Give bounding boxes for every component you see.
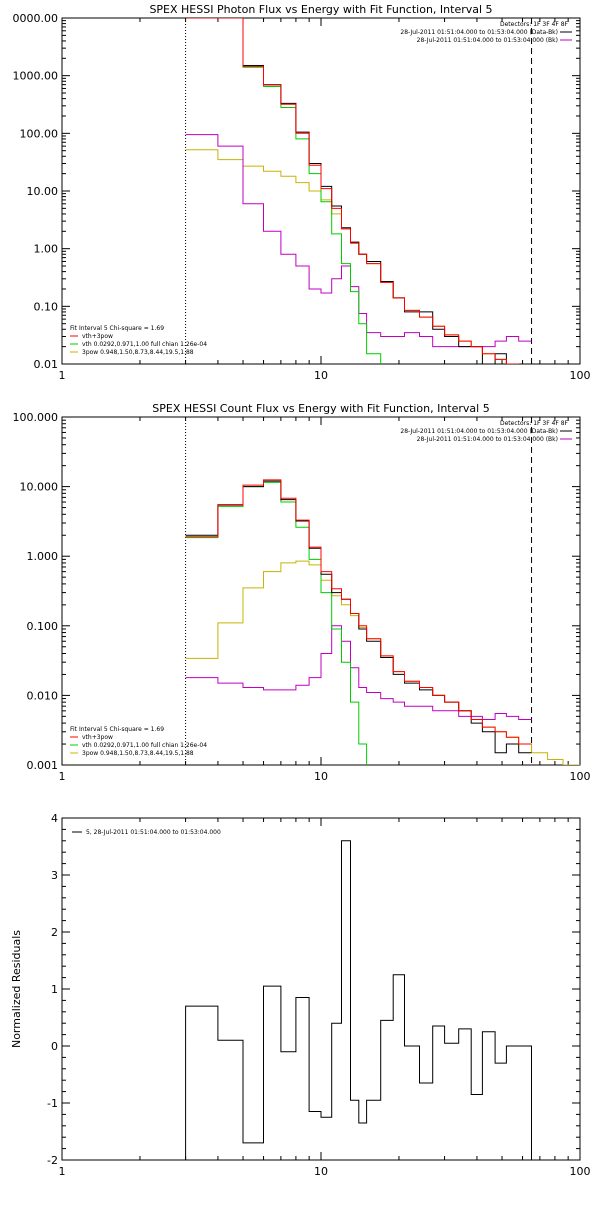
series-residuals [185,840,532,1160]
y-axis-label: Normalized Residuals [10,930,23,1048]
legend-bottom-entry: vth+3pow [82,333,113,340]
plot-frame [61,817,581,1161]
series-vth-3pow [185,479,532,745]
y-tick-label: 1 [51,983,58,996]
x-tick-label: 1 [59,369,66,382]
series-3pow [185,149,520,364]
y-tick-label: -2 [47,1154,58,1167]
series-3pow [185,560,580,765]
plot-area [185,479,580,765]
series-data-bk [185,480,532,754]
y-tick-label: 10.000 [20,481,59,494]
y-tick-label: 100.00 [20,127,59,140]
chart-title: SPEX HESSI Count Flux vs Energy with Fit… [152,402,489,415]
legend-bottom-entry: vth 0.0292,0.971,1.00 full chian 1.26e-0… [82,742,207,749]
legend-top-entry: 28-Jul-2011 01:51:04.000 to 01:53:04.000… [400,29,558,36]
x-tick-label: 10 [314,369,328,382]
chart-panel-2: SPEX HESSI Count Flux vs Energy with Fit… [13,402,591,783]
y-tick-label: 1.00 [34,243,59,256]
y-tick-label: 1000.00 [13,70,59,83]
x-tick-label: 1 [59,770,66,783]
y-tick-label: 0.001 [27,759,59,772]
series-vth-3pow [185,18,520,364]
y-tick-label: 0.10 [34,300,59,313]
chart-panel-3: Normalized Residuals 1 10 100 -2 -1 0 1 2 3 4 5, 28… [10,812,591,1178]
x-tick-label: 100 [570,770,591,783]
plot-area [185,840,532,1160]
legend-bottom-entry: 3pow 0.948,1.50,8.73,8.44,19.5,1.88 [82,750,194,757]
x-tick-label: 10 [314,1165,328,1178]
y-tick-label: 0.010 [27,689,59,702]
legend-bottom-entry: 3pow 0.948,1.50,8.73,8.44,19.5,1.88 [82,349,194,356]
y-tick-label: 0.01 [34,358,59,371]
legend-bottom-entry: vth+3pow [82,734,113,741]
y-tick-label: 10.00 [27,185,59,198]
plot-area [185,18,532,364]
series-vth [185,18,382,364]
x-tick-label: 10 [314,770,328,783]
legend-top-entry: 28-Jul-2011 01:51:04.000 to 01:53:04.000… [417,436,558,443]
y-tick-label: -1 [47,1097,58,1110]
legend-bottom-entry: vth 0.0292,0.971,1.00 full chian 1.26e-0… [82,341,207,348]
x-tick-label: 100 [570,369,591,382]
x-tick-label: 1 [59,1165,66,1178]
detectors-label: Detectors: 1F 3F 4F 8F [500,420,569,427]
y-tick-label: 2 [51,926,58,939]
legend-top-entry: 5, 28-Jul-2011 01:51:04.000 to 01:53:04.… [86,829,221,836]
chart-title: SPEX HESSI Photon Flux vs Energy with Fi… [149,3,492,16]
x-tick-label: 100 [570,1165,591,1178]
y-tick-label: 4 [51,812,58,825]
y-tick-label: 0000.00 [13,12,59,25]
y-tick-label: 100.000 [13,411,59,424]
y-tick-label: 0.100 [27,620,59,633]
y-tick-label: 1.000 [27,550,59,563]
y-tick-label: 0 [51,1040,58,1053]
y-tick-label: 3 [51,869,58,882]
legend-bottom-entry: Fit Interval 5 Chi-square = 1.69 [70,726,164,733]
series-bk [185,625,532,720]
legend-bottom-entry: Fit Interval 5 Chi-square = 1.69 [70,325,164,332]
legend-top-entry: 28-Jul-2011 01:51:04.000 to 01:53:04.000… [400,428,558,435]
chart-panel-1: SPEX HESSI Photon Flux vs Energy with Fi… [13,3,591,382]
detectors-label: Detectors: 1F 3F 4F 8F [500,21,569,28]
series-vth [185,481,368,765]
legend-top-entry: 28-Jul-2011 01:51:04.000 to 01:53:04.000… [417,37,558,44]
